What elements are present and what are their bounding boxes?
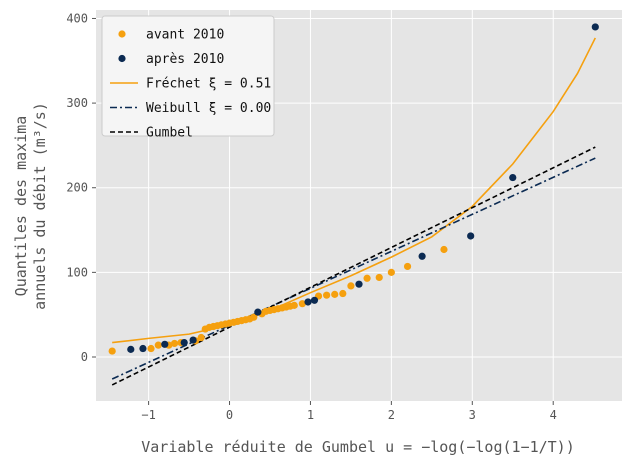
series-line-gumbel (111, 146, 596, 386)
y-axis-label-line2: annuels du débit (m³/s) (31, 102, 49, 310)
data-point (440, 245, 448, 254)
legend-item-gumbel: Gumbel (110, 126, 193, 141)
x-axis-label: Variable réduite de Gumbel u = −log(−log… (141, 438, 574, 456)
data-point (197, 333, 205, 342)
data-point (403, 262, 412, 271)
legend-label: Gumbel (146, 126, 193, 141)
data-point (467, 232, 475, 240)
data-point (304, 298, 312, 306)
data-point (363, 274, 371, 282)
data-point (127, 345, 135, 353)
x-tick-label: 0 (226, 408, 233, 422)
x-tick-label: 1 (307, 408, 314, 422)
x-tick-label: 4 (550, 408, 557, 422)
data-point (375, 273, 383, 282)
legend-item-frechet-0-51: Fréchet ξ = 0.51 (110, 77, 271, 92)
legend-marker (118, 30, 126, 38)
series-line-frechet-0-51 (112, 37, 597, 344)
data-point (189, 336, 197, 344)
data-point (108, 347, 116, 355)
data-point (339, 289, 347, 298)
series-apres-2010 (127, 23, 599, 353)
legend-item-avant-2010: avant 2010 (118, 28, 224, 43)
data-point (139, 344, 147, 353)
data-point (331, 290, 339, 298)
y-tick-label: 0 (81, 350, 88, 364)
legend-label: après 2010 (146, 52, 224, 67)
data-point (254, 308, 262, 316)
data-point (180, 339, 188, 347)
legend-marker (118, 54, 126, 63)
data-point (323, 291, 331, 299)
data-point (161, 340, 169, 348)
legend-item-weibull-0-00: Weibull ξ = 0.00 (110, 101, 271, 116)
y-tick-label: 400 (66, 11, 88, 25)
data-point (418, 252, 426, 260)
data-point (250, 313, 258, 321)
data-point (509, 173, 517, 182)
legend-box (101, 15, 275, 137)
series-layer (108, 23, 599, 386)
x-axis-ticks: −1 0 1 2 3 4 (141, 401, 557, 422)
y-tick-label: 300 (66, 96, 88, 110)
x-tick-label: −1 (141, 408, 155, 422)
x-tick-label: 2 (388, 408, 395, 422)
data-point (591, 23, 599, 31)
data-point (387, 268, 395, 276)
legend-label: Weibull ξ = 0.00 (146, 101, 271, 116)
x-tick-label: 3 (469, 408, 476, 422)
data-point (147, 344, 155, 353)
legend-label: avant 2010 (146, 28, 224, 43)
grid (96, 10, 622, 401)
data-point (298, 300, 306, 308)
y-axis-label-line1: Quantiles des maxima (12, 116, 30, 297)
data-point (154, 341, 162, 349)
y-tick-label: 100 (66, 265, 88, 279)
series-line-weibull-0-00 (111, 157, 596, 380)
data-point (170, 339, 179, 348)
data-point (355, 280, 363, 288)
data-point (290, 301, 298, 309)
y-axis-ticks: 0 100 200 300 400 (66, 11, 96, 364)
data-point (310, 296, 319, 304)
y-axis-label: Quantiles des maxima annuels du débit (m… (12, 102, 49, 310)
legend-label: Fréchet ξ = 0.51 (146, 77, 271, 92)
y-tick-label: 200 (66, 181, 88, 195)
legend: avant 2010 après 2010 Fréchet ξ = 0.51 Weib… (101, 15, 275, 141)
data-point (347, 282, 355, 290)
legend-item-apres-2010: après 2010 (118, 52, 224, 67)
